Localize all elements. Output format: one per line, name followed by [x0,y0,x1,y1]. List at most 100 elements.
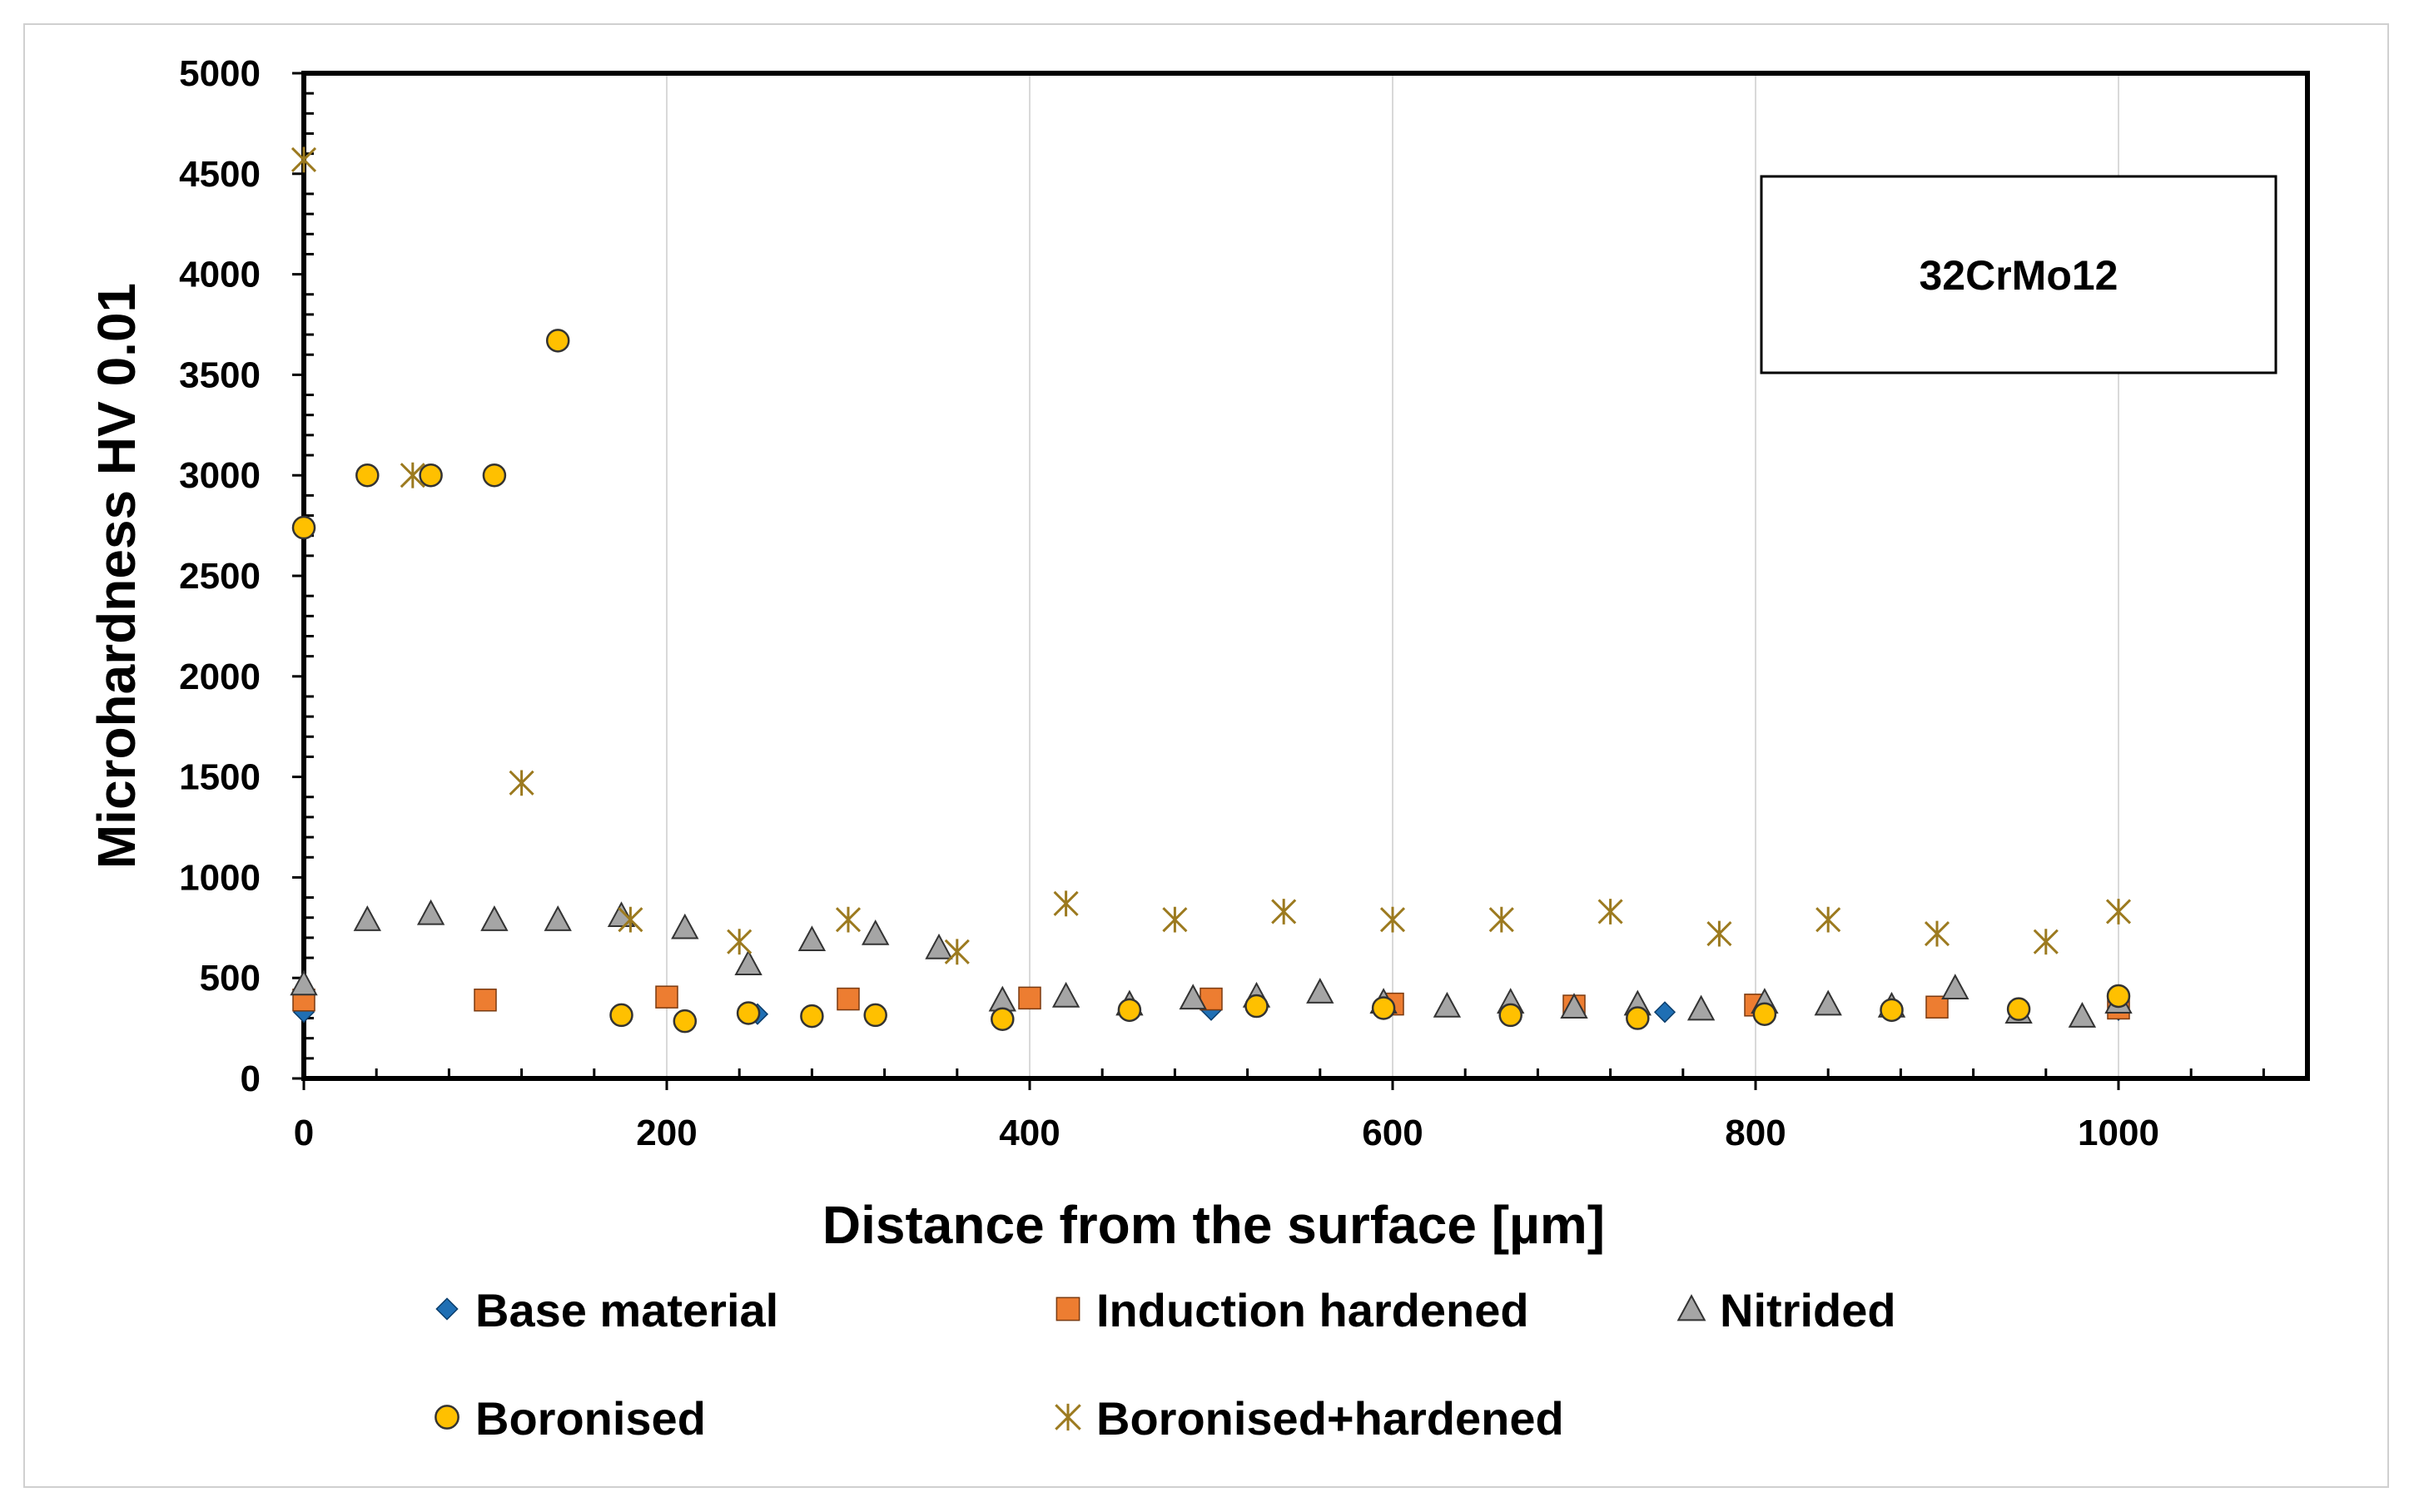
y-tick-label: 0 [241,1058,261,1099]
legend-marker [1055,1403,1081,1431]
legend-label: Nitrided [1720,1284,1896,1336]
data-point [1626,1006,1650,1030]
legend-label: Induction hardened [1096,1284,1529,1336]
legend-label: Base material [475,1284,778,1336]
data-point [1597,899,1623,925]
data-point [991,1007,1015,1031]
legend: Base material Induction hardened Nitrided B… [435,1284,1896,1445]
data-point [1433,991,1462,1018]
data-point [1653,1001,1676,1024]
data-point [727,929,753,955]
y-tick-label: 5000 [179,53,261,94]
y-tick-label: 4500 [179,154,261,195]
data-point [800,1004,824,1029]
x-axis: 0 200 400 600 800 1000 [294,1068,2265,1153]
x-tick-label: 200 [636,1113,697,1153]
data-point [1941,974,1969,1000]
annotation-frame [1760,175,2277,374]
data-point [290,969,318,996]
data-point [618,906,643,933]
legend-marker [1676,1294,1706,1321]
data-point [1244,994,1269,1019]
y-tick-label: 3000 [179,455,261,496]
y-tick-label: 500 [200,958,261,999]
data-point [1686,994,1716,1021]
data-point [1925,995,1949,1019]
data-point [2106,984,2131,1009]
data-point [2105,899,2132,925]
data-point [988,985,1016,1012]
data-point [1924,920,1950,947]
data-point [671,913,699,939]
x-tick-label: 0 [294,1113,314,1153]
data-point [400,462,425,488]
data-point [1162,906,1188,933]
data-point [925,933,953,959]
data-point [944,939,970,965]
data-point [607,901,636,928]
y-tick-label: 1500 [179,757,261,798]
data-point [797,925,827,952]
data-point [1306,978,1334,1004]
annotation-box: 32CrMo12 [1760,175,2277,374]
data-point [353,905,381,931]
data-point [482,463,507,488]
data-point [837,987,860,1011]
data-point [609,1003,633,1028]
y-axis-title: Microhardness HV 0.01 [87,283,147,869]
data-point [474,989,497,1012]
data-point [2006,997,2031,1021]
data-point [863,1003,887,1028]
data-point [419,463,443,488]
legend-item: Nitrided [1676,1284,1896,1336]
data-point [1706,920,1732,947]
data-point [2068,1002,2097,1028]
data-points [290,146,2133,1034]
data-point [545,329,570,353]
data-point [862,919,890,945]
data-point [544,905,572,931]
data-point [480,905,509,931]
legend-marker [435,1405,459,1430]
data-point [291,146,317,173]
data-point [291,515,316,540]
data-point [1752,1002,1777,1026]
data-point [1117,998,1142,1023]
legend-item: Boronised+hardened [1055,1392,1564,1445]
x-tick-label: 800 [1725,1113,1786,1153]
legend-label: Boronised [475,1392,706,1445]
data-point [1051,981,1080,1008]
data-point [835,906,862,933]
x-tick-label: 600 [1362,1113,1423,1153]
legend-label: Boronised+hardened [1096,1392,1564,1445]
legend-marker [1056,1296,1080,1321]
data-point [734,949,762,976]
legend-marker [435,1297,459,1321]
x-tick-label: 1000 [2078,1113,2159,1153]
data-point [1488,906,1514,933]
data-point [673,1009,698,1034]
data-point [736,1001,761,1025]
data-point [1053,890,1079,917]
data-point [1271,899,1297,925]
y-tick-label: 2500 [179,556,261,597]
data-point [1379,906,1406,933]
data-point [1498,1003,1522,1028]
data-point [2033,929,2059,955]
data-point [1815,906,1841,933]
y-tick-label: 1000 [179,857,261,898]
y-tick-label: 3500 [179,354,261,395]
legend-item: Boronised [435,1392,706,1445]
series-boronised [291,329,2131,1034]
legend-item: Base material [435,1284,778,1336]
y-tick-label: 4000 [179,255,261,295]
data-point [1880,998,1904,1023]
x-tick-label: 400 [999,1113,1060,1153]
data-point [355,463,380,488]
data-point [509,770,534,796]
x-axis-title: Distance from the surface [µm] [822,1195,1605,1255]
series-boronised-hardened [291,146,2132,965]
data-point [1560,993,1588,1019]
data-point [1018,986,1041,1010]
